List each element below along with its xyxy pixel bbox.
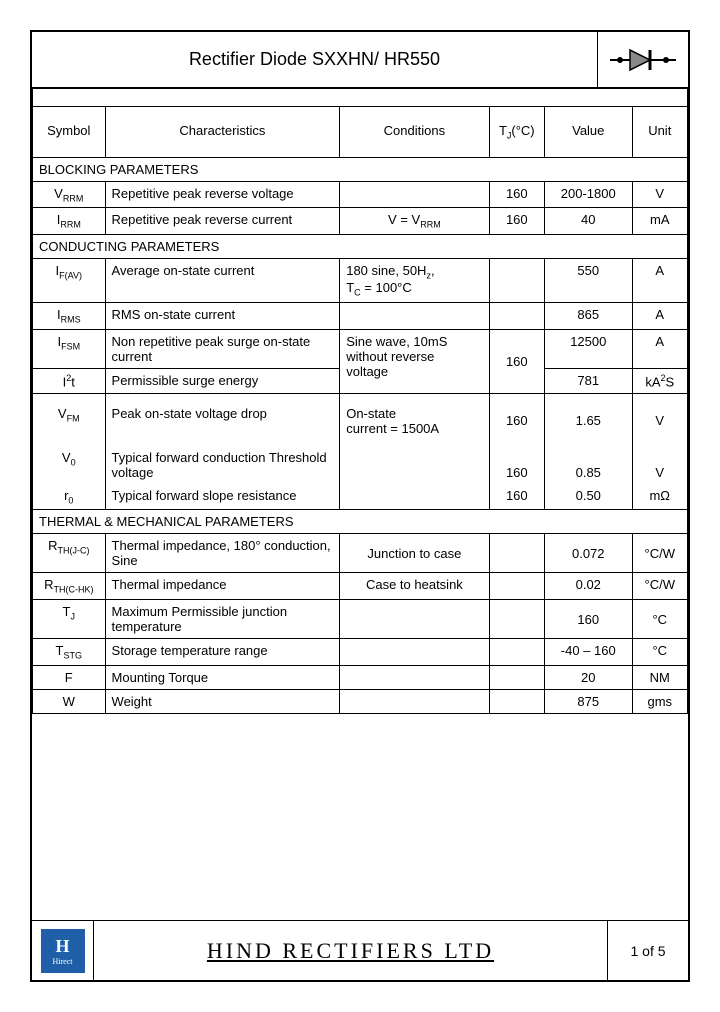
body-area: Symbol Characteristics Conditions TJ(°C)… bbox=[32, 88, 688, 920]
row-vrrm: VRRM Repetitive peak reverse voltage 160… bbox=[33, 181, 688, 208]
row-irrm: IRRM Repetitive peak reverse current V =… bbox=[33, 208, 688, 235]
row-tstg: TSTG Storage temperature range -40 – 160… bbox=[33, 639, 688, 666]
page-number: 1 of 5 bbox=[608, 921, 688, 980]
footer-row: H Hirect HIND RECTIFIERS LTD 1 of 5 bbox=[32, 920, 688, 980]
col-unit: Unit bbox=[632, 107, 688, 158]
header-row: Rectifier Diode SXXHN/ HR550 bbox=[32, 32, 688, 88]
col-characteristics: Characteristics bbox=[105, 107, 340, 158]
col-value: Value bbox=[545, 107, 632, 158]
section-blocking: BLOCKING PARAMETERS bbox=[33, 157, 688, 181]
row-v0: V0 Typical forward conduction Threshold … bbox=[33, 440, 688, 484]
row-r0: r0 Typical forward slope resistance 160 … bbox=[33, 484, 688, 510]
row-w: W Weight 875 gms bbox=[33, 689, 688, 713]
row-rthjc: RTH(J-C) Thermal impedance, 180° conduct… bbox=[33, 534, 688, 573]
parameters-table: Symbol Characteristics Conditions TJ(°C)… bbox=[32, 88, 688, 714]
section-conducting: CONDUCTING PARAMETERS bbox=[33, 234, 688, 258]
col-conditions: Conditions bbox=[340, 107, 489, 158]
page-frame: Rectifier Diode SXXHN/ HR550 Symbol Char… bbox=[30, 30, 690, 982]
header-title: Rectifier Diode SXXHN/ HR550 bbox=[32, 32, 598, 87]
row-ifsm: IFSM Non repetitive peak surge on-state … bbox=[33, 329, 688, 368]
company-logo-icon: H Hirect bbox=[32, 921, 94, 980]
row-tj: TJ Maximum Permissible junction temperat… bbox=[33, 600, 688, 639]
footer-company-name: HIND RECTIFIERS LTD bbox=[94, 921, 608, 980]
row-irms: IRMS RMS on-state current 865 A bbox=[33, 302, 688, 329]
section-thermal: THERMAL & MECHANICAL PARAMETERS bbox=[33, 510, 688, 534]
table-header-row: Symbol Characteristics Conditions TJ(°C)… bbox=[33, 107, 688, 158]
row-rthch: RTH(C-HK) Thermal impedance Case to heat… bbox=[33, 573, 688, 600]
row-ifav: IF(AV) Average on-state current 180 sine… bbox=[33, 258, 688, 302]
col-tj: TJ(°C) bbox=[489, 107, 544, 158]
row-f: F Mounting Torque 20 NM bbox=[33, 665, 688, 689]
col-symbol: Symbol bbox=[33, 107, 106, 158]
diode-symbol-icon bbox=[598, 32, 688, 87]
bottom-spacer bbox=[32, 714, 688, 920]
row-vfm: VFM Peak on-state voltage drop On-statec… bbox=[33, 393, 688, 440]
